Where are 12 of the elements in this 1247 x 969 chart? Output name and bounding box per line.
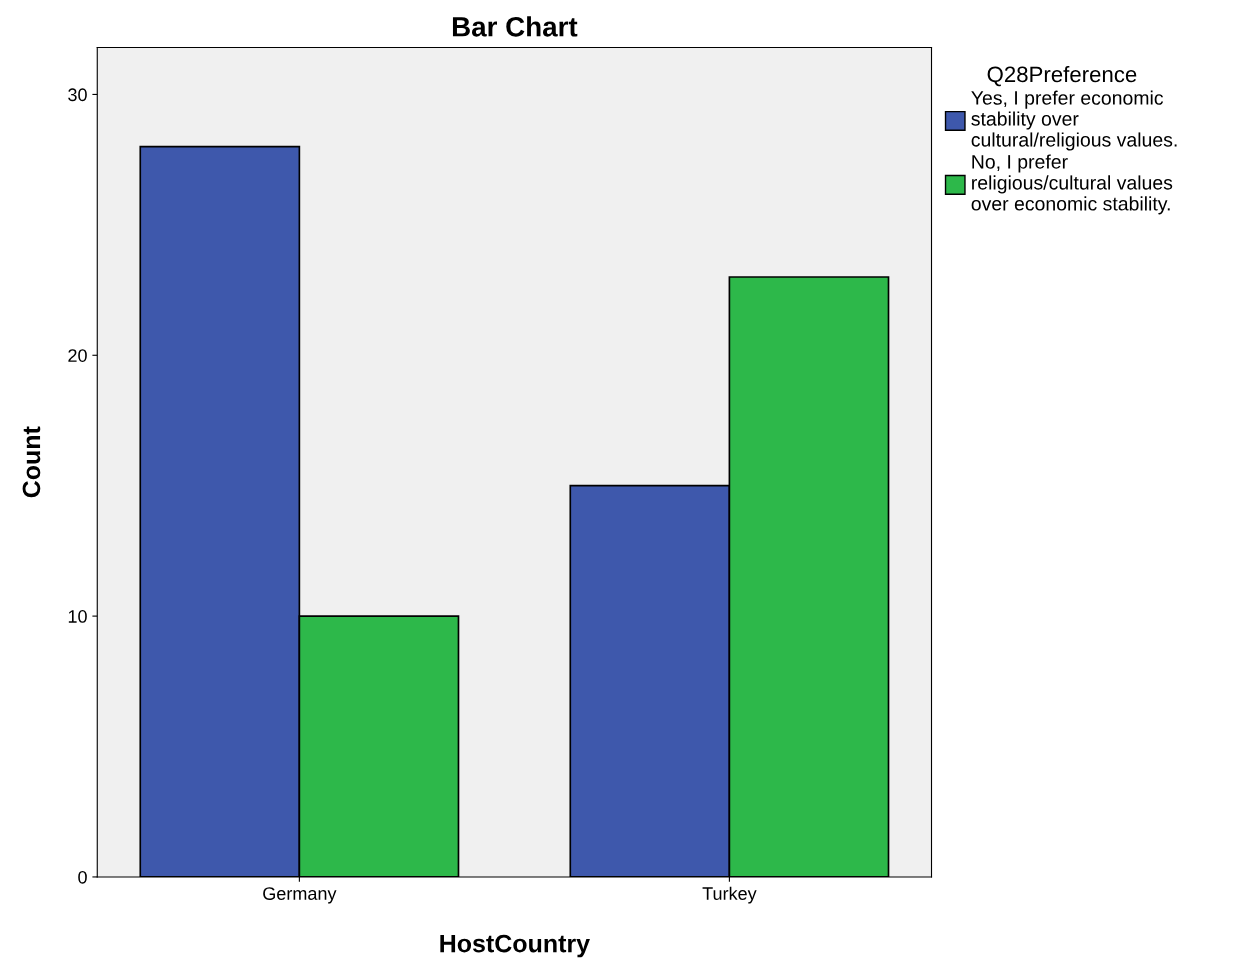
legend-title: Q28Preference — [987, 65, 1137, 87]
legend-label: No, I prefer religious/cultural values over economic stability. — [971, 154, 1173, 215]
x-tick-label: Germany — [263, 887, 337, 904]
x-axis-title: HostCountry — [440, 934, 590, 958]
y-tick-label: 10 — [68, 610, 87, 623]
legend-label: Yes, I prefer economic stability over cultural/religious values. — [971, 90, 1177, 151]
chart-title: Bar Chart — [452, 16, 578, 37]
y-tick-label: 20 — [68, 349, 87, 362]
y-tick-label: 30 — [68, 88, 87, 102]
y-axis-title: Count — [22, 426, 41, 498]
y-tick-label: 0 — [78, 870, 87, 884]
x-tick-label: Turkey — [702, 886, 757, 904]
